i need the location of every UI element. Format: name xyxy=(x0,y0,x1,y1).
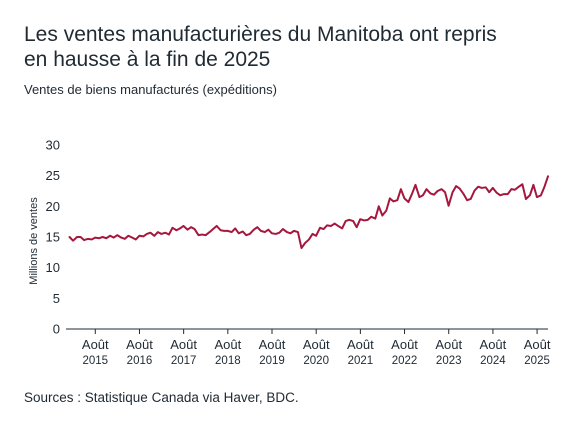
source-note: Sources : Statistique Canada via Haver, … xyxy=(24,390,299,405)
y-tick-label: 10 xyxy=(46,260,60,275)
x-tick-label-month: Août xyxy=(347,337,374,352)
x-tick-label-year: 2023 xyxy=(436,355,462,367)
x-tick-label-month: Août xyxy=(480,337,507,352)
y-axis: 0 5 10 15 20 25 30 xyxy=(46,138,60,337)
series-line xyxy=(68,175,549,250)
x-tick-label-year: 2025 xyxy=(524,355,550,367)
y-tick-label: 0 xyxy=(53,322,60,337)
chart-title-line-1: Les ventes manufacturières du Manitoba o… xyxy=(24,23,497,46)
y-tick-label: 25 xyxy=(46,168,60,183)
x-tick-label-year: 2022 xyxy=(392,355,418,367)
x-tick-label-month: Août xyxy=(524,337,551,352)
x-tick-label-month: Août xyxy=(82,337,109,352)
chart-title: Les ventes manufacturières du Manitoba o… xyxy=(24,22,554,72)
x-tick-label-year: 2021 xyxy=(348,355,374,367)
y-axis-title: Millions de ventes xyxy=(28,197,40,285)
x-tick-label-year: 2024 xyxy=(480,355,506,367)
chart-title-line-2: en hausse à la fin de 2025 xyxy=(24,48,271,71)
x-tick-label-month: Août xyxy=(303,337,330,352)
chart-subtitle: Ventes de biens manufacturés (expédition… xyxy=(24,82,277,97)
x-tick-label-month: Août xyxy=(126,337,153,352)
x-tick-label-year: 2015 xyxy=(82,355,108,367)
y-tick-label: 15 xyxy=(46,230,60,245)
x-tick-label-month: Août xyxy=(391,337,418,352)
x-axis: Août 2015 Août 2016 Août 2017 Août 2018 Août 2019… xyxy=(66,328,551,367)
x-tick-label-year: 2018 xyxy=(215,355,241,367)
x-tick-label-year: 2020 xyxy=(303,355,329,367)
x-tick-label-year: 2019 xyxy=(259,355,285,367)
x-tick-label-month: Août xyxy=(435,337,462,352)
x-tick-label-month: Août xyxy=(259,337,286,352)
x-tick-label-year: 2017 xyxy=(171,355,197,367)
x-tick-label-year: 2016 xyxy=(127,355,153,367)
y-tick-label: 20 xyxy=(46,199,60,214)
series-group xyxy=(68,175,549,250)
x-tick-label-month: Août xyxy=(170,337,197,352)
y-tick-label: 30 xyxy=(46,138,60,153)
x-tick-label-month: Août xyxy=(214,337,241,352)
y-tick-label: 5 xyxy=(53,291,60,306)
